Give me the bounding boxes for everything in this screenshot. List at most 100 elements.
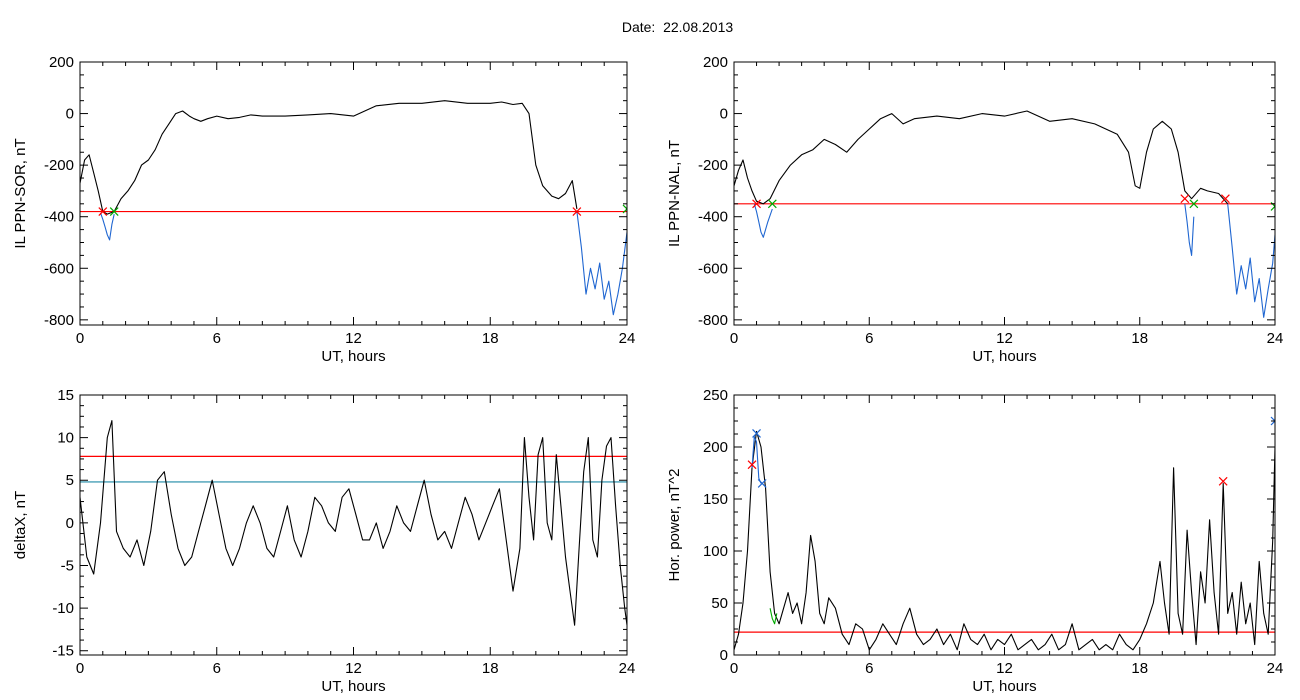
marker-stroke: [98, 207, 108, 216]
event-marker-1: [752, 429, 761, 438]
y-tick-label: -400: [44, 209, 74, 226]
x-axis-label: UT, hours: [321, 678, 385, 695]
marker-stroke: [1270, 205, 1275, 211]
y-tick-label: 10: [57, 430, 74, 447]
event-marker-1: [767, 199, 777, 209]
y-tick-label: 100: [703, 543, 728, 560]
plot-area: [734, 416, 1275, 651]
y-axis-label: deltaX, nT: [12, 491, 29, 559]
event-marker-4: [1220, 194, 1230, 204]
y-tick-label: 50: [711, 595, 728, 612]
event-marker-0: [752, 199, 761, 209]
x-tick-label: 0: [76, 660, 84, 677]
y-tick-label: 5: [66, 472, 74, 489]
y-tick-label: -600: [698, 260, 728, 277]
marker-stroke: [572, 207, 582, 216]
event-marker-3: [1189, 199, 1199, 209]
y-tick-label: -15: [52, 643, 74, 660]
marker-stroke: [752, 429, 761, 438]
x-tick-label: 24: [619, 330, 636, 347]
marker-stroke: [752, 199, 761, 209]
x-tick-label: 18: [1131, 660, 1148, 677]
x-tick-label: 0: [730, 660, 738, 677]
event-marker-3: [1218, 476, 1228, 486]
y-tick-label: 200: [703, 439, 728, 456]
y-tick-label: -200: [44, 157, 74, 174]
y-tick-label: 200: [703, 54, 728, 71]
marker-stroke: [109, 207, 119, 216]
y-tick-label: 150: [703, 491, 728, 508]
series-line-0: [734, 430, 1275, 651]
y-axis-label: Hor. power, nT^2: [666, 469, 683, 582]
series-line-2: [1184, 203, 1195, 256]
marker-stroke: [757, 478, 767, 488]
marker-stroke: [1189, 199, 1199, 209]
y-tick-label: 200: [49, 54, 74, 71]
x-tick-label: 24: [1267, 330, 1284, 347]
x-tick-label: 18: [1131, 330, 1148, 347]
x-tick-label: 6: [213, 330, 221, 347]
event-marker-2: [572, 207, 582, 216]
series-line-0: [80, 420, 627, 626]
y-axis-label: IL PPN-SOR, nT: [12, 138, 29, 248]
x-tick-label: 12: [996, 330, 1013, 347]
y-tick-label: 0: [720, 106, 728, 123]
marker-stroke: [1218, 476, 1228, 486]
x-tick-label: 24: [619, 660, 636, 677]
figure-title: Date: 22.08.2013: [621, 19, 734, 35]
event-marker-0: [98, 207, 108, 216]
marker-stroke: [1180, 194, 1190, 204]
x-tick-label: 12: [996, 660, 1013, 677]
axes-frame: [79, 394, 628, 656]
y-tick-label: 0: [66, 515, 74, 532]
x-tick-label: 6: [865, 660, 873, 677]
marker-stroke: [1220, 194, 1230, 204]
plot-area: [80, 100, 627, 316]
x-tick-label: 0: [76, 330, 84, 347]
series-line-0: [734, 110, 1229, 205]
y-tick-label: 250: [703, 387, 728, 404]
y-tick-label: 15: [57, 387, 74, 404]
x-tick-label: 12: [345, 330, 362, 347]
axes-frame: [733, 61, 1276, 326]
event-marker-3: [622, 204, 627, 214]
y-tick-label: 0: [720, 647, 728, 664]
series-line-1: [99, 212, 115, 241]
x-tick-label: 18: [482, 330, 499, 347]
y-tick-label: -800: [44, 312, 74, 329]
panel-il-ppn-sor: 0 6 12 18 24 200 0 -200 -400 -600 -800 UT, hours IL …: [12, 54, 635, 365]
series-line-2: [576, 211, 627, 316]
event-marker-4: [1270, 416, 1275, 426]
y-axis-label: IL PPN-NAL, nT: [666, 140, 683, 247]
plot-area: [734, 110, 1275, 318]
panel-il-ppn-nal: 0 6 12 18 24 200 0 -200 -400 -600 -800 UT, hours IL …: [666, 54, 1283, 365]
x-axis-label: UT, hours: [972, 348, 1036, 365]
event-marker-2: [1180, 194, 1190, 204]
marker-stroke: [622, 204, 627, 210]
series-line-3: [1227, 203, 1275, 318]
panel-hor-power: 0 6 12 18 24 250 200 150 100 50 0 UT, hours Hor. pow…: [666, 387, 1283, 695]
y-tick-label: -600: [44, 260, 74, 277]
y-tick-label: -400: [698, 209, 728, 226]
x-axis-label: UT, hours: [321, 348, 385, 365]
y-tick-label: -800: [698, 312, 728, 329]
y-tick-label: 0: [66, 106, 74, 123]
event-marker-1: [109, 207, 119, 216]
event-marker-2: [757, 478, 767, 488]
x-tick-label: 0: [730, 330, 738, 347]
x-tick-label: 12: [345, 660, 362, 677]
marker-stroke: [747, 460, 757, 470]
axes-frame: [79, 61, 628, 326]
x-tick-label: 6: [213, 660, 221, 677]
marker-stroke: [622, 208, 627, 214]
series-line-0: [80, 100, 578, 215]
panel-delta-x: 0 6 12 18 24 15 10 5 0 -5 -10 -15 UT, hours deltaX, n…: [12, 387, 635, 695]
x-tick-label: 6: [865, 330, 873, 347]
series-line-2: [769, 608, 778, 625]
x-axis-label: UT, hours: [972, 678, 1036, 695]
marker-stroke: [767, 199, 777, 209]
marker-stroke: [1270, 416, 1275, 422]
x-tick-label: 24: [1267, 660, 1284, 677]
plot-area: [80, 420, 627, 626]
